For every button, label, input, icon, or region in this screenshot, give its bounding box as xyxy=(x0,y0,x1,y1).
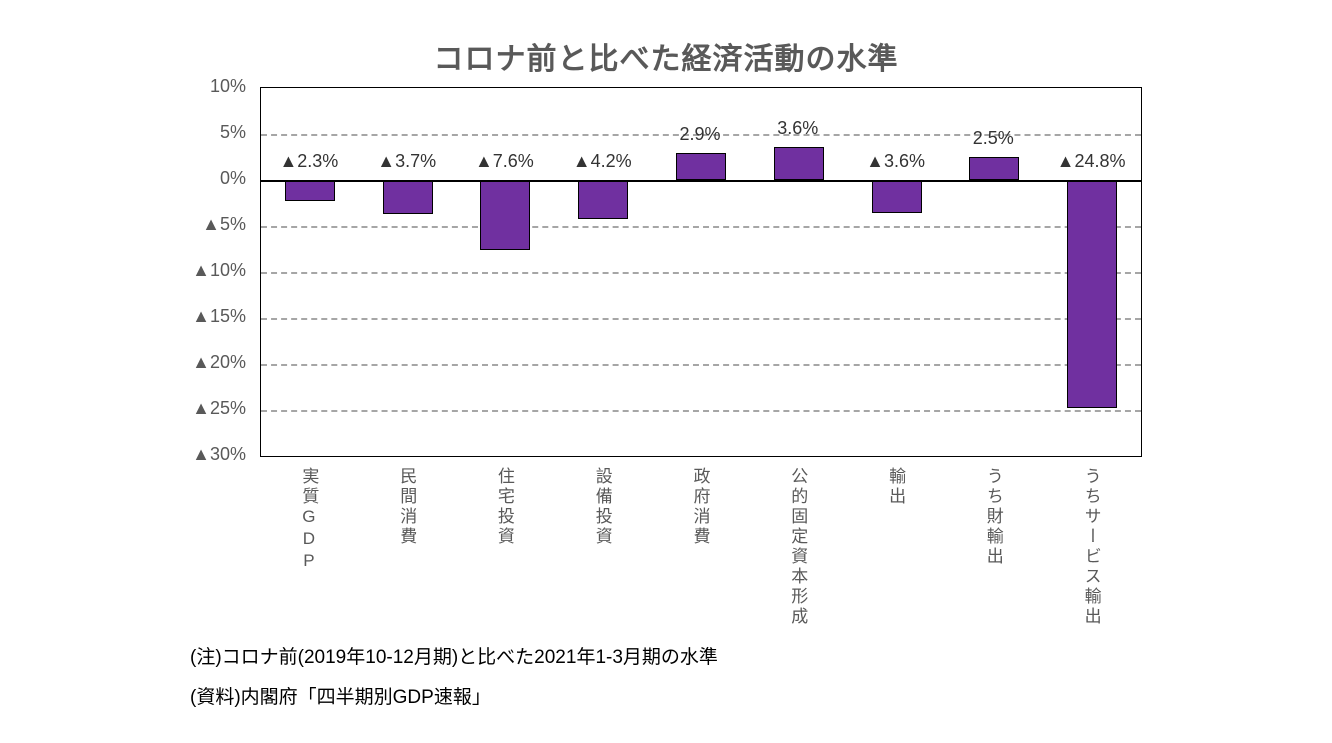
bar-3 xyxy=(480,180,531,250)
bar-6 xyxy=(773,146,824,180)
footnote-note: (注)コロナ前(2019年10-12月期)と比べた2021年1-3月期の水準 xyxy=(190,647,718,668)
data-label: ▲4.2% xyxy=(572,151,632,171)
gridline xyxy=(261,410,1141,412)
bar-7 xyxy=(871,180,922,214)
data-label: ▲3.7% xyxy=(377,151,437,171)
plot-area xyxy=(260,87,1142,457)
data-label: ▲7.6% xyxy=(474,151,534,171)
x-category-label: 住宅投資 xyxy=(494,467,514,547)
footnote-source: (資料)内閣府「四半期別GDP速報」 xyxy=(190,687,491,708)
y-tick-label: ▲15% xyxy=(192,306,246,326)
x-category-label: 実質GDP xyxy=(299,467,319,573)
x-category-label: うちサービス輸出 xyxy=(1081,467,1101,627)
data-label: ▲2.3% xyxy=(279,151,339,171)
y-tick-label: ▲25% xyxy=(192,398,246,418)
data-label: 3.6% xyxy=(777,117,819,138)
x-category-label: 公的固定資本形成 xyxy=(788,467,808,627)
bar-2 xyxy=(382,180,433,214)
data-label: ▲24.8% xyxy=(1056,151,1126,171)
y-tick-label: 5% xyxy=(219,122,246,142)
bar-4 xyxy=(578,180,629,219)
x-category-label: 政府消費 xyxy=(690,467,710,547)
data-label: ▲3.6% xyxy=(866,151,926,171)
x-category-label: 設備投資 xyxy=(592,467,612,547)
y-tick-label: 0% xyxy=(219,168,246,188)
bar-9 xyxy=(1067,180,1118,409)
y-tick-label: ▲30% xyxy=(192,444,246,464)
x-category-label: 民間消費 xyxy=(397,467,417,547)
gridline xyxy=(261,134,1141,136)
x-category-label: うち財輸出 xyxy=(983,467,1003,567)
footnotes: (注)コロナ前(2019年10-12月期)と比べた2021年1-3月期の水準 (… xyxy=(190,638,718,718)
y-tick-label: 10% xyxy=(209,76,246,96)
bar-8 xyxy=(969,157,1020,180)
x-category-label: 輸出 xyxy=(886,467,906,507)
gridline xyxy=(261,364,1141,366)
gridline xyxy=(261,318,1141,320)
gridline xyxy=(261,226,1141,228)
data-label: 2.5% xyxy=(972,128,1014,148)
chart-title: コロナ前と比べた経済活動の水準 xyxy=(433,43,899,76)
bar-5 xyxy=(676,153,726,180)
y-tick-label: ▲10% xyxy=(192,260,246,280)
data-label: 2.9% xyxy=(679,124,721,145)
zero-line xyxy=(261,180,1141,182)
bar-1 xyxy=(284,180,335,202)
y-tick-label: ▲20% xyxy=(192,352,246,372)
y-tick-label: ▲5% xyxy=(202,214,246,234)
gridline xyxy=(261,272,1141,274)
